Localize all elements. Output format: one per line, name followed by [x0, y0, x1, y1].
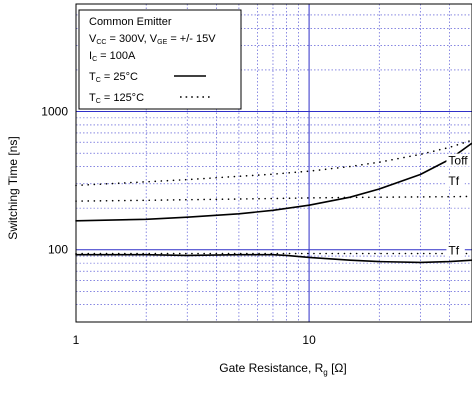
legend-ic-value: = 100A — [97, 50, 136, 62]
legend-conditions-current: IC = 100A — [89, 50, 136, 63]
legend-vcc-value: = 300V, V — [106, 33, 157, 45]
x-tick-label: 10 — [302, 333, 316, 347]
x-axis-title-unit: [Ω] — [328, 361, 347, 375]
legend-entry-125c: TC = 125°C — [89, 92, 144, 105]
curve-label-knockout — [446, 153, 472, 167]
curve-label-knockout — [446, 243, 465, 257]
y-axis-title: Switching Time [ns] — [6, 136, 20, 239]
curve-labels: Toff Tf Tf — [446, 153, 472, 257]
legend-vcc: V — [89, 33, 97, 45]
curve-tf-125c — [75, 195, 472, 202]
x-axis-title-sub: g — [323, 368, 327, 377]
y-tick-label: 1000 — [41, 105, 68, 119]
legend-conditions-voltage: VCC = 300V, VGE = +/- 15V — [89, 33, 216, 46]
curve-label-tf: Tf — [448, 243, 459, 257]
legend-tc1: T — [89, 71, 96, 83]
legend-ic: I — [89, 50, 92, 62]
data-curves — [75, 139, 472, 264]
legend-vcc-sub: CC — [96, 39, 106, 46]
curve-toff-125c — [75, 139, 472, 187]
legend-title: Common Emitter — [89, 16, 172, 28]
curve-toff-25c — [75, 142, 472, 222]
x-tick-label: 1 — [73, 333, 80, 347]
legend-vge-sub: GE — [157, 39, 167, 46]
legend-entry-25c: TC = 25°C — [89, 71, 138, 84]
legend-tc2: T — [89, 92, 96, 104]
legend-tc1-value: = 25°C — [101, 71, 138, 83]
x-axis-title: Gate Resistance, Rg [Ω] — [219, 361, 346, 377]
curve-label-toff: Toff — [448, 154, 468, 168]
legend-ic-sub: C — [92, 56, 97, 63]
legend-tc2-sub: C — [96, 98, 101, 105]
plot-frame — [75, 3, 472, 323]
axis-tick-labels: 1 10 100 1000 — [41, 105, 316, 347]
curve-label-knockout — [446, 173, 465, 187]
legend: Common Emitter VCC = 300V, VGE = +/- 15V… — [78, 9, 242, 110]
legend-vge-value: = +/- 15V — [167, 33, 216, 45]
x-axis-title-main: Gate Resistance, R — [219, 361, 323, 375]
legend-tc1-sub: C — [96, 77, 101, 84]
curve-label-tf: Tf — [448, 174, 459, 188]
curve-tf-25c — [75, 253, 472, 264]
legend-tc2-value: = 125°C — [101, 92, 144, 104]
y-tick-label: 100 — [48, 243, 68, 257]
legend-box — [78, 9, 242, 110]
